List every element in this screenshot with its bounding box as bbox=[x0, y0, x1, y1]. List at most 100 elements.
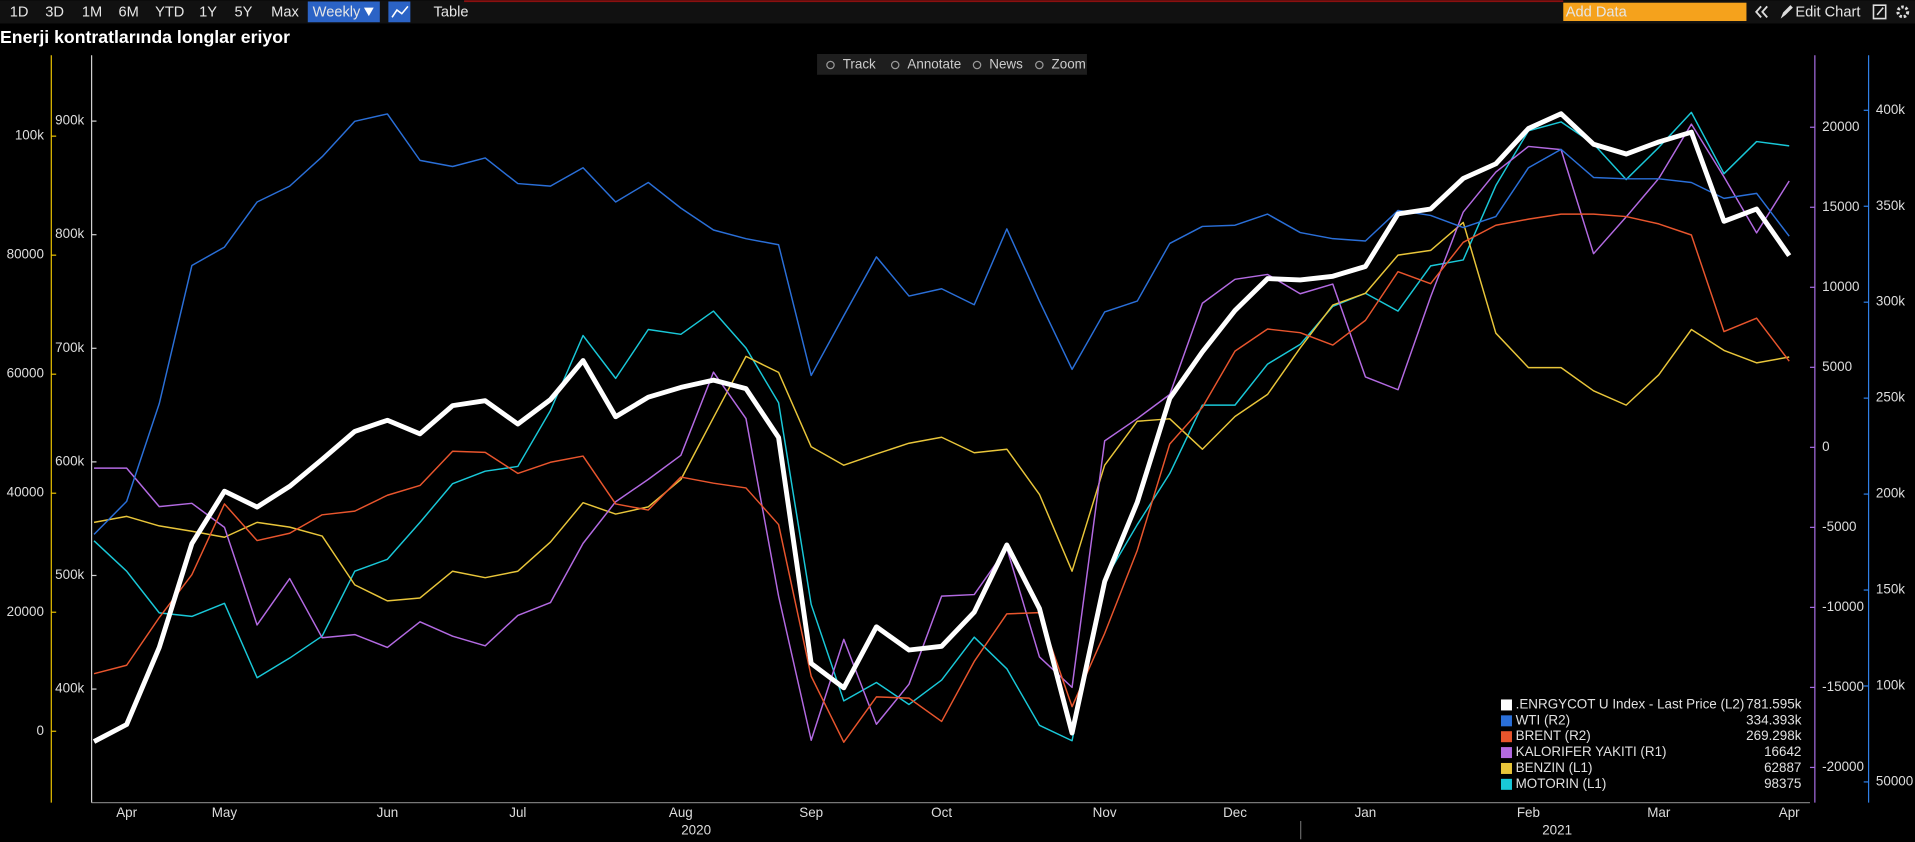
x-tick-label: May bbox=[212, 805, 238, 820]
add-data-input[interactable] bbox=[1563, 2, 1747, 22]
dropdown-arrow bbox=[363, 7, 374, 17]
chart-title: Enerji kontratlarında longlar eriyor bbox=[0, 27, 290, 47]
y-tick-label: 60000 bbox=[7, 366, 44, 381]
series-line bbox=[93, 111, 1790, 742]
period-button[interactable]: YTD bbox=[155, 4, 184, 20]
period-button[interactable]: 1D bbox=[10, 4, 29, 20]
period-button[interactable]: 6M bbox=[118, 4, 138, 20]
series-line bbox=[94, 123, 1790, 741]
y-tick-label: 40000 bbox=[7, 485, 44, 500]
y-tick-label: 350k bbox=[1876, 198, 1905, 213]
period-button[interactable]: 5Y bbox=[234, 4, 252, 20]
x-tick-label: Jul bbox=[509, 805, 526, 820]
y-tick-label: -15000 bbox=[1822, 679, 1864, 694]
y-tick-label: 10000 bbox=[1822, 279, 1859, 294]
toolbar-accent bbox=[464, 0, 1564, 3]
y-tick-label: -20000 bbox=[1822, 759, 1864, 774]
tool-icon bbox=[972, 60, 982, 70]
x-tick-label: Aug bbox=[669, 805, 693, 820]
x-tick-label: Sep bbox=[799, 805, 823, 820]
y-tick-label: 0 bbox=[36, 723, 43, 738]
toolbar bbox=[0, 0, 1915, 24]
y-tick-label: 20000 bbox=[7, 604, 44, 619]
settings-icon[interactable] bbox=[1896, 5, 1910, 19]
legend-value: 334.393k bbox=[1746, 712, 1802, 727]
legend-value: 62887 bbox=[1764, 760, 1801, 775]
series-line bbox=[93, 221, 1790, 602]
x-tick-label: Nov bbox=[1093, 805, 1117, 820]
edit-icon[interactable] bbox=[1872, 4, 1887, 20]
weekly-button[interactable] bbox=[307, 1, 380, 23]
period-button[interactable]: Max bbox=[271, 4, 299, 20]
y-tick-label: 15000 bbox=[1822, 199, 1859, 214]
chart-tool[interactable]: Track bbox=[843, 57, 876, 72]
y-tick-label: 100k bbox=[15, 128, 44, 143]
legend-swatch bbox=[1500, 699, 1512, 711]
y-tick-label: 400k bbox=[55, 681, 84, 696]
legend-value: 269.298k bbox=[1746, 728, 1802, 743]
tool-icon bbox=[826, 60, 835, 70]
x-tick-label: Oct bbox=[931, 805, 952, 820]
x-tick-label: Dec bbox=[1223, 805, 1247, 820]
pencil-icon bbox=[1780, 5, 1793, 19]
y-tick-label: 50000 bbox=[1876, 773, 1913, 788]
chart-tool[interactable]: Zoom bbox=[1052, 57, 1086, 72]
series-line bbox=[92, 111, 1792, 744]
chart-tools bbox=[817, 53, 1087, 75]
frequency-label: Weekly bbox=[313, 4, 361, 20]
x-tick-label: Apr bbox=[1779, 805, 1800, 820]
legend-swatch bbox=[1500, 731, 1512, 743]
y-tick-label: 500k bbox=[55, 567, 84, 582]
legend-name: BENZIN (L1) bbox=[1516, 760, 1593, 775]
period-button[interactable]: 1M bbox=[82, 4, 102, 20]
add-data-placeholder: Add Data bbox=[1566, 4, 1628, 20]
y-tick-label: 5000 bbox=[1822, 359, 1852, 374]
y-tick-label: 0 bbox=[1822, 439, 1829, 454]
legend-name: WTI (R2) bbox=[1516, 712, 1570, 727]
y-tick-label: -10000 bbox=[1822, 599, 1864, 614]
y-tick-label: 200k bbox=[1876, 486, 1905, 501]
y-tick-label: 300k bbox=[1876, 294, 1905, 309]
y-tick-label: 100k bbox=[1876, 678, 1905, 693]
tool-icon bbox=[1035, 60, 1044, 70]
y-tick-label: 150k bbox=[1876, 582, 1905, 597]
x-tick-label: Feb bbox=[1517, 805, 1540, 820]
legend-value: 98375 bbox=[1764, 776, 1801, 791]
x-tick-label: Mar bbox=[1647, 805, 1671, 820]
collapse-icon[interactable] bbox=[1755, 5, 1768, 18]
y-tick-label: 800k bbox=[55, 226, 84, 241]
y-tick-label: 400k bbox=[1876, 102, 1905, 117]
legend-swatch bbox=[1500, 747, 1512, 759]
series-line bbox=[93, 213, 1790, 743]
y-tick-label: 20000 bbox=[1822, 119, 1859, 134]
year-label: 2021 bbox=[1542, 822, 1572, 837]
period-button[interactable]: 3D bbox=[45, 4, 64, 20]
edit-chart-button[interactable]: Edit Chart bbox=[1795, 4, 1860, 20]
legend-name: KALORIFER YAKITI (R1) bbox=[1516, 744, 1667, 759]
y-tick-label: 80000 bbox=[7, 247, 44, 262]
series-line bbox=[93, 113, 1790, 535]
chart-tool[interactable]: Annotate bbox=[907, 57, 961, 72]
legend-swatch bbox=[1500, 778, 1512, 790]
legend bbox=[1492, 692, 1808, 799]
y-tick-label: 250k bbox=[1876, 390, 1905, 405]
legend-swatch bbox=[1500, 715, 1512, 727]
y-tick-label: 700k bbox=[55, 340, 84, 355]
x-tick-label: Apr bbox=[116, 805, 137, 820]
legend-value: 16642 bbox=[1764, 744, 1801, 759]
legend-name: MOTORIN (L1) bbox=[1516, 776, 1607, 791]
chart-tool[interactable]: News bbox=[989, 57, 1023, 72]
x-tick-label: Jun bbox=[377, 805, 399, 820]
y-tick-label: 600k bbox=[55, 453, 84, 468]
tool-icon bbox=[890, 60, 900, 70]
y-tick-label: 900k bbox=[55, 113, 84, 128]
table-button[interactable]: Table bbox=[434, 4, 469, 20]
chart-icon bbox=[391, 5, 409, 18]
legend-name: .ENRGYCOT U Index - Last Price (L2) bbox=[1516, 696, 1745, 711]
y-tick-label: -5000 bbox=[1822, 519, 1856, 534]
legend-value: 781.595k bbox=[1746, 696, 1802, 711]
legend-name: BRENT (R2) bbox=[1516, 728, 1591, 743]
period-button[interactable]: 1Y bbox=[199, 4, 217, 20]
